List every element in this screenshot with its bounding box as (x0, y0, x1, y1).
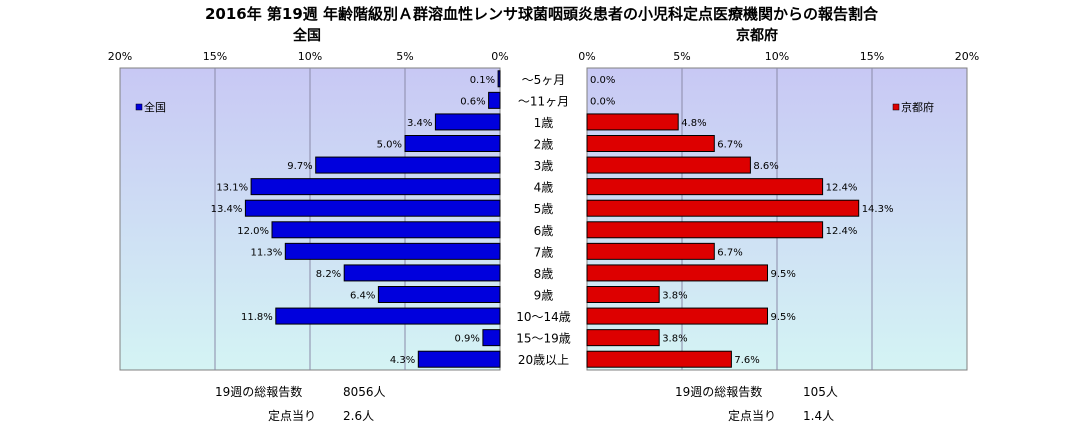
right-x-tick-label: 10% (765, 50, 789, 63)
age-category-label: 10～14歳 (516, 310, 571, 324)
age-category-label: 3歳 (534, 159, 554, 173)
kyoto-data-label: 3.8% (662, 291, 687, 302)
kyoto-data-label: 3.8% (662, 334, 687, 345)
national-bar (404, 135, 501, 152)
kyoto-bar (586, 221, 824, 239)
left-panel-header: 全国 (293, 28, 321, 44)
left-x-tick-label: 15% (203, 50, 227, 63)
kyoto-data-label: 6.7% (717, 140, 742, 151)
national-data-label: 11.3% (251, 247, 283, 258)
age-category-label: 2歳 (534, 138, 554, 152)
age-category-label: 5歳 (534, 202, 554, 216)
age-category-label: 15～19歳 (516, 332, 571, 346)
kyoto-data-label: 12.4% (826, 183, 858, 194)
age-category-label: 7歳 (534, 245, 554, 259)
right-x-tick-label: 5% (673, 50, 690, 63)
age-category-label: 1歳 (534, 116, 554, 130)
left-total-value: 8056人 (343, 385, 386, 399)
kyoto-bar (586, 242, 715, 260)
national-bar (250, 178, 501, 196)
kyoto-bar (586, 286, 660, 303)
kyoto-data-label: 0.0% (590, 75, 615, 86)
left-per-site-label: 定点当り (268, 409, 317, 423)
national-data-label: 5.0% (377, 140, 402, 151)
kyoto-bar (586, 199, 860, 217)
legend-label-kyoto: 京都府 (901, 100, 934, 114)
national-bar (343, 264, 501, 282)
left-x-tick-label: 0% (491, 50, 508, 63)
national-data-label: 0.1% (470, 75, 495, 86)
kyoto-data-label: 14.3% (862, 204, 894, 215)
kyoto-data-label: 7.6% (734, 355, 759, 366)
age-category-label: 9歳 (534, 289, 554, 303)
kyoto-bar (586, 135, 715, 152)
kyoto-bar (586, 264, 768, 282)
left-per-site-value: 2.6人 (343, 409, 375, 423)
national-bar (244, 199, 501, 217)
kyoto-data-label: 4.8% (681, 118, 706, 129)
left-x-tick-label: 10% (298, 50, 322, 63)
right-x-tick-label: 20% (955, 50, 979, 63)
national-bar (434, 113, 501, 131)
right-per-site-label: 定点当り (728, 409, 777, 423)
national-bar (482, 329, 501, 347)
legend-swatch-national (135, 103, 143, 111)
national-bar (315, 156, 501, 174)
national-data-label: 0.9% (454, 334, 479, 345)
kyoto-bar (586, 156, 751, 174)
kyoto-data-label: 9.5% (771, 269, 796, 280)
age-category-label: 6歳 (534, 224, 554, 238)
national-data-label: 12.0% (237, 226, 269, 237)
national-bar (275, 307, 501, 325)
kyoto-bar (586, 350, 732, 368)
kyoto-bar (586, 178, 824, 196)
age-category-label: ～11ヶ月 (518, 94, 569, 108)
kyoto-data-label: 0.0% (590, 96, 615, 107)
kyoto-bar (586, 113, 679, 131)
kyoto-bar (586, 307, 768, 325)
chart-title: 2016年 第19週 年齢階級別Ａ群溶血性レンサ球菌咽頭炎患者の小児科定点医療機… (204, 5, 879, 23)
left-x-tick-label: 20% (108, 50, 132, 63)
age-category-label: 4歳 (534, 181, 554, 195)
legend-label-national: 全国 (144, 100, 166, 114)
national-bar (488, 91, 501, 109)
national-bar (284, 242, 501, 260)
national-data-label: 13.4% (211, 204, 243, 215)
national-data-label: 4.3% (390, 355, 415, 366)
kyoto-bar (586, 329, 660, 347)
national-data-label: 9.7% (287, 161, 312, 172)
right-per-site-value: 1.4人 (803, 409, 835, 423)
national-data-label: 8.2% (316, 269, 341, 280)
right-total-value: 105人 (803, 385, 838, 399)
left-x-tick-label: 5% (396, 50, 413, 63)
kyoto-data-label: 6.7% (717, 247, 742, 258)
right-x-tick-label: 15% (860, 50, 884, 63)
age-category-label: ～5ヶ月 (522, 73, 566, 87)
kyoto-data-label: 9.5% (771, 312, 796, 323)
right-total-label: 19週の総報告数 (675, 385, 763, 399)
national-bar (377, 286, 501, 303)
national-data-label: 11.8% (241, 312, 273, 323)
national-bar (497, 70, 501, 88)
national-bar (417, 350, 501, 368)
national-data-label: 0.6% (460, 96, 485, 107)
age-category-label: 8歳 (534, 267, 554, 281)
age-category-label: 20歳以上 (518, 353, 569, 367)
national-data-label: 6.4% (350, 291, 375, 302)
kyoto-data-label: 12.4% (826, 226, 858, 237)
left-total-label: 19週の総報告数 (215, 385, 303, 399)
national-data-label: 3.4% (407, 118, 432, 129)
national-bar (271, 221, 501, 239)
kyoto-data-label: 8.6% (753, 161, 778, 172)
right-panel-header: 京都府 (736, 28, 778, 44)
legend-swatch-kyoto (892, 103, 900, 111)
right-x-tick-label: 0% (578, 50, 595, 63)
national-data-label: 13.1% (216, 183, 248, 194)
